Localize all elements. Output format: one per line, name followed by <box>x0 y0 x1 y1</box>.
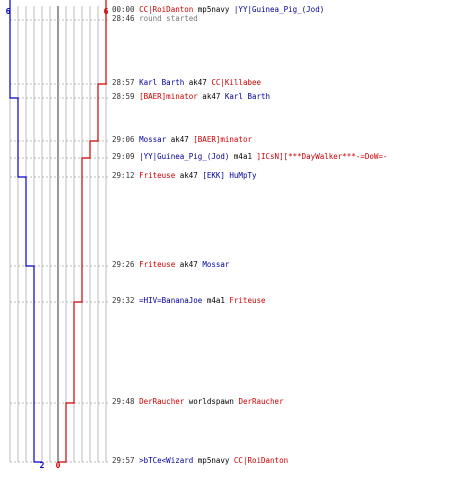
log-player-blue: =HIV=BananaJoe <box>139 296 203 305</box>
log-player-red: CC|RoiDanton <box>139 5 194 14</box>
log-player-red: DerRaucher <box>139 397 185 406</box>
log-weapon: mp5navy <box>193 456 234 465</box>
log-entry: 29:32 =HIV=BananaJoe m4a1 Friteuse <box>112 296 266 305</box>
log-timestamp: 28:46 <box>112 14 135 23</box>
log-entry: 29:57 >bTCe<Wizard mp5navy CC|RoiDanton <box>112 456 288 465</box>
log-player-red: Friteuse <box>229 296 266 305</box>
log-weapon: ak47 <box>197 92 225 101</box>
log-entry: 29:06 Mossar ak47 [BAER]minator <box>112 135 252 144</box>
log-entry: 00:00 CC|RoiDanton mp5navy |YY|Guinea_Pi… <box>112 5 324 14</box>
log-player-red: ]ICsN][***DayWalker***-=DoW=- <box>256 152 388 161</box>
log-timestamp: 29:32 <box>112 296 135 305</box>
red-top-label: 6 <box>104 7 109 16</box>
log-timestamp: 29:12 <box>112 171 135 180</box>
log-entry: 28:57 Karl Barth ak47 CC|Killabee <box>112 78 261 87</box>
log-weapon: ak47 <box>175 260 203 269</box>
log-timestamp: 29:48 <box>112 397 135 406</box>
log-weapon: m4a1 <box>202 296 230 305</box>
log-player-red: CC|Killabee <box>211 78 262 87</box>
log-weapon: mp5navy <box>193 5 234 14</box>
log-player-blue: Mossar <box>139 135 167 144</box>
log-timestamp: 00:00 <box>112 5 135 14</box>
log-player-red: [BAER]minator <box>193 135 252 144</box>
log-timestamp: 29:09 <box>112 152 135 161</box>
blue-team-line <box>9 6 42 463</box>
log-timestamp: 29:06 <box>112 135 135 144</box>
red-team-line <box>58 6 107 463</box>
log-timestamp: 29:57 <box>112 456 135 465</box>
blue-top-label: 6 <box>6 7 11 16</box>
log-player-red: Friteuse <box>139 260 176 269</box>
log-entry: 29:09 |YY|Guinea_Pig_(Jod) m4a1 ]ICsN][*… <box>112 152 387 161</box>
log-timestamp: 28:59 <box>112 92 135 101</box>
red-end-label: 0 <box>56 461 61 470</box>
log-weapon: ak47 <box>175 171 203 180</box>
log-player-blue: Karl Barth <box>224 92 271 101</box>
log-message: round started <box>139 14 198 23</box>
log-entry: 29:12 Friteuse ak47 [EKK] HuMpTy <box>112 171 257 180</box>
log-entry: 29:48 DerRaucher worldspawn DerRaucher <box>112 397 284 406</box>
log-player-blue: Karl Barth <box>139 78 185 87</box>
log-entry: 29:26 Friteuse ak47 Mossar <box>112 260 229 269</box>
log-player-red: CC|RoiDanton <box>233 456 289 465</box>
log-player-red: DerRaucher <box>238 397 284 406</box>
blue-end-label: 2 <box>40 461 45 470</box>
log-player-blue: Mossar <box>202 260 230 269</box>
log-player-blue: |YY|Guinea_Pig_(Jod) <box>233 5 325 14</box>
log-weapon: worldspawn <box>184 397 239 406</box>
log-weapon: m4a1 <box>229 152 257 161</box>
log-weapon: ak47 <box>166 135 194 144</box>
log-player-red: Friteuse <box>139 171 176 180</box>
log-player-red: [BAER]minator <box>139 92 198 101</box>
log-player-blue: [EKK] HuMpTy <box>202 171 257 180</box>
log-player-blue: |YY|Guinea_Pig_(Jod) <box>139 152 230 161</box>
log-entry: 28:59 [BAER]minator ak47 Karl Barth <box>112 92 270 101</box>
log-player-blue: >bTCe<Wizard <box>139 456 194 465</box>
log-timestamp: 28:57 <box>112 78 135 87</box>
log-entry: 28:46 round started <box>112 14 198 23</box>
log-timestamp: 29:26 <box>112 260 135 269</box>
log-weapon: ak47 <box>184 78 212 87</box>
